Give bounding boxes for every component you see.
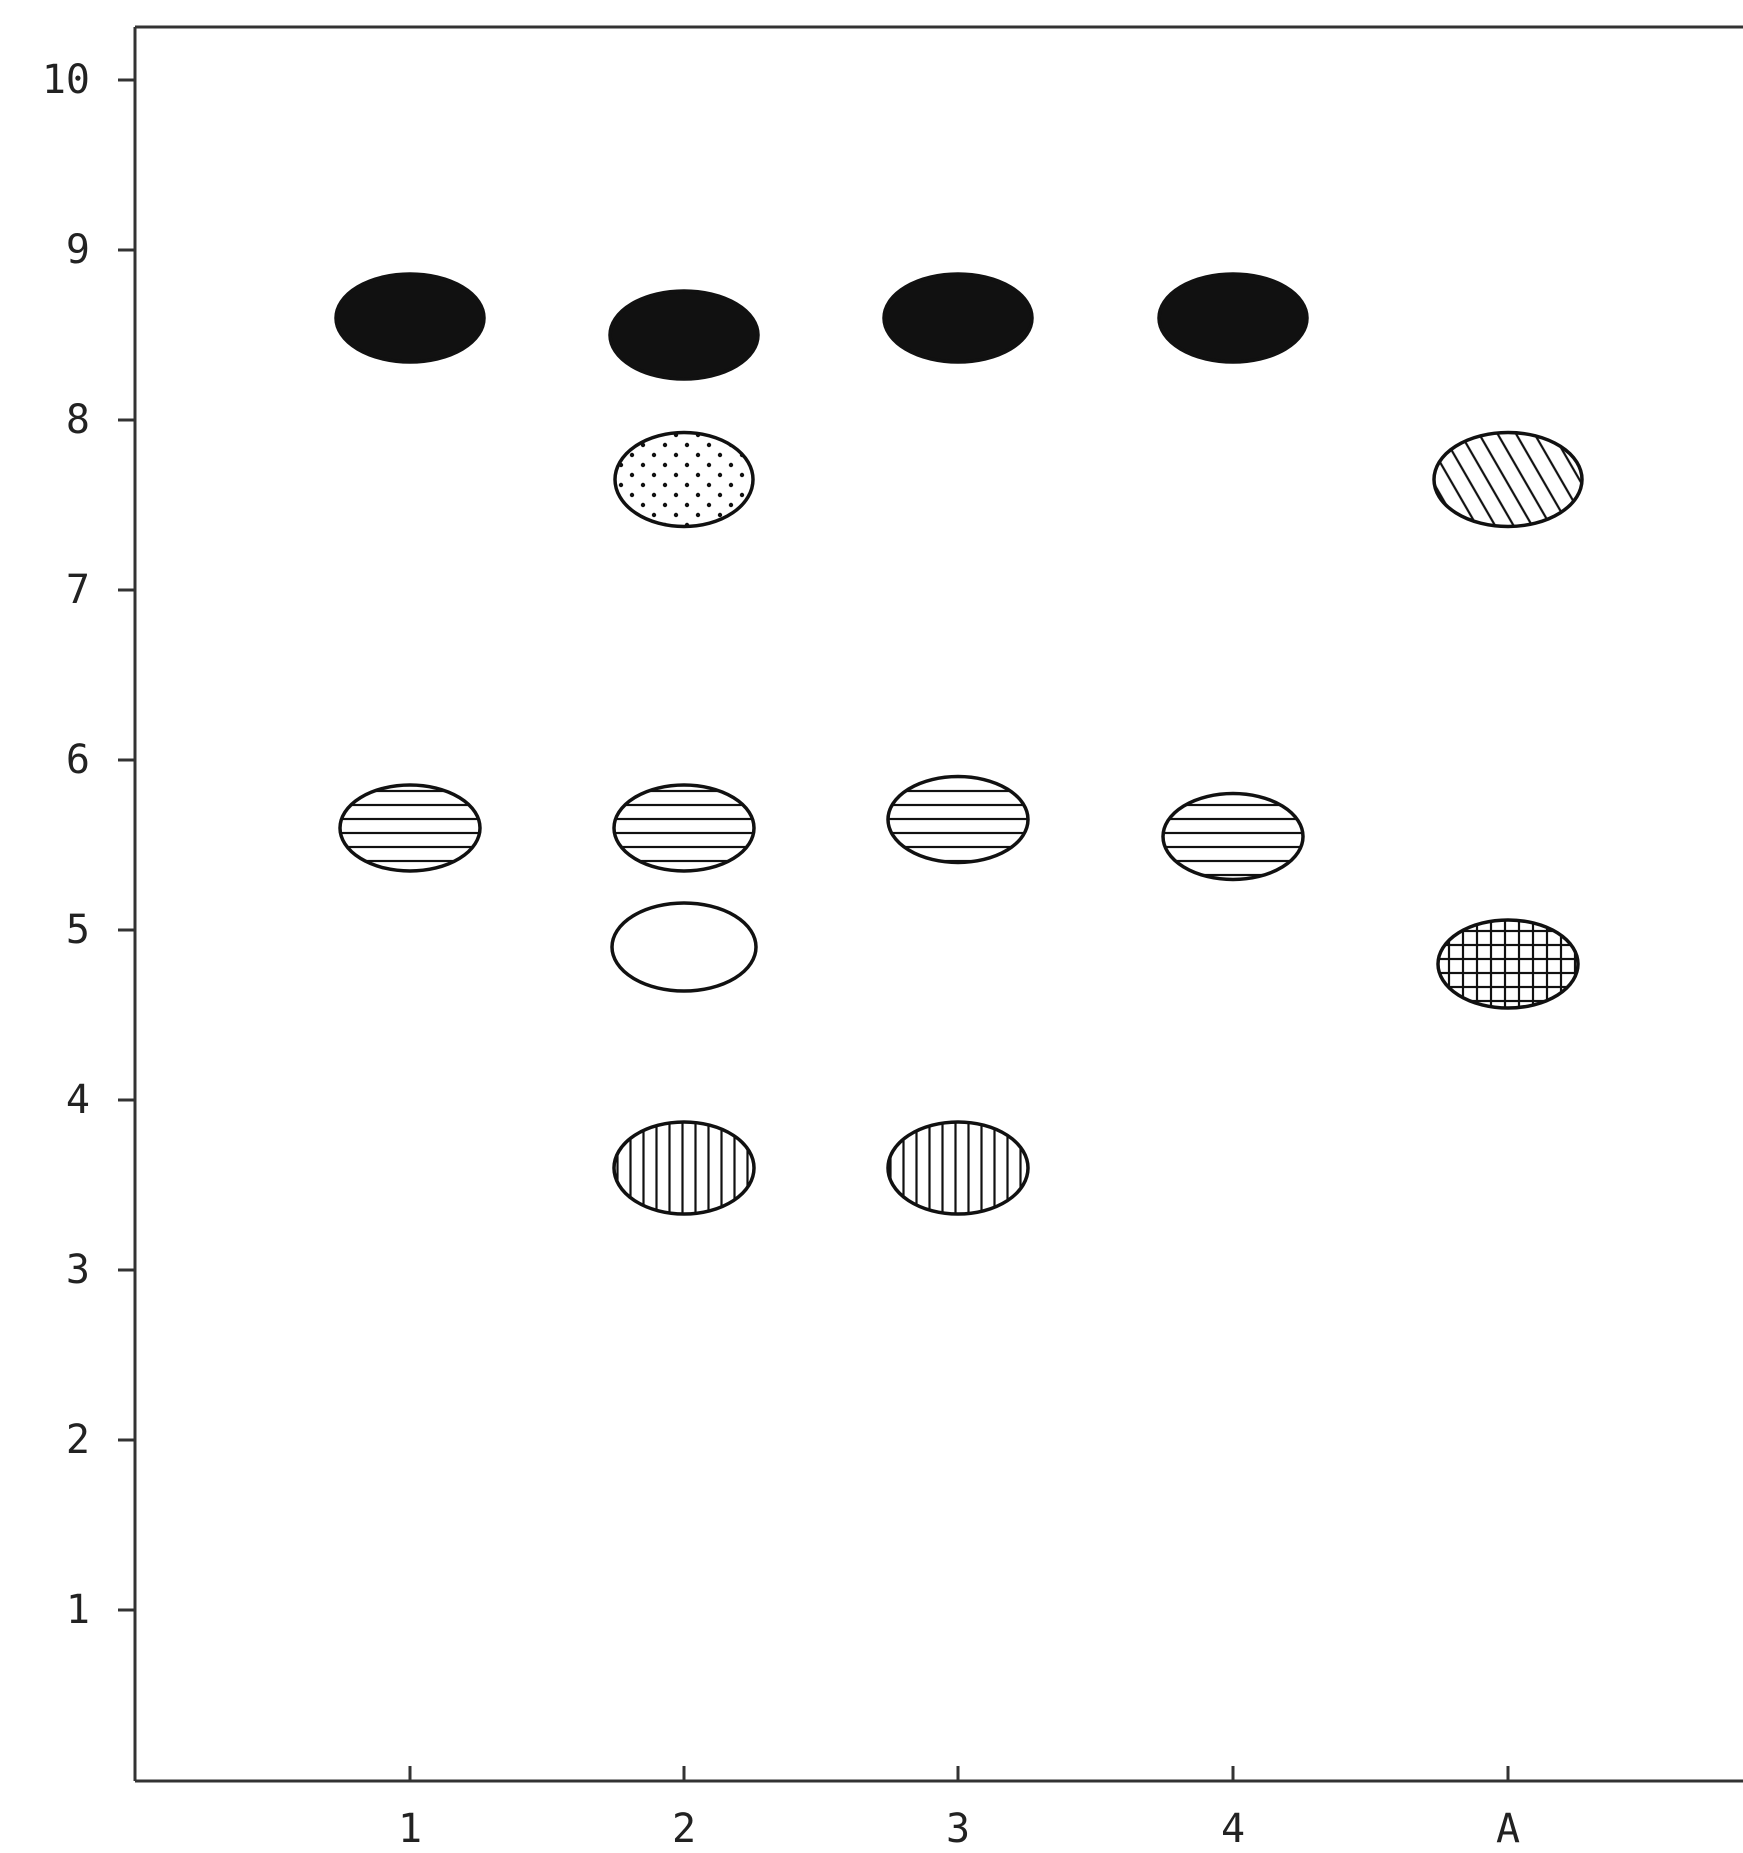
spot-lane-2-open: [610, 901, 758, 993]
y-tick-label: 1: [66, 1587, 90, 1633]
y-tick-label: 6: [66, 737, 90, 783]
y-tick-label: 2: [66, 1417, 90, 1463]
spot-lane-1-horizontal-lines: [338, 783, 482, 873]
spot-lane-4-horizontal-lines: [1161, 791, 1305, 882]
x-tick-label: 2: [672, 1806, 696, 1852]
x-tick-label: A: [1496, 1806, 1520, 1852]
spot-lane-3-horizontal-lines: [886, 774, 1030, 865]
y-tick-label: 7: [66, 567, 90, 613]
y-tick-group: 1 2 3 4 5 6 7 8 9 10: [42, 57, 135, 1633]
y-tick-label: 10: [42, 57, 90, 103]
spot-lane-3-vertical-lines: [886, 1120, 1030, 1216]
x-tick-label: 1: [398, 1806, 422, 1852]
y-tick-label: 9: [66, 227, 90, 273]
y-tick-label: 5: [66, 907, 90, 953]
y-tick-label: 4: [66, 1077, 90, 1123]
spot-lane-2-solid: [608, 289, 760, 381]
x-tick-label: 3: [946, 1806, 970, 1852]
spot-lane-2-vertical-lines: [612, 1120, 756, 1216]
spot-lane-3-solid: [882, 272, 1034, 364]
spot-lane-A-crosshatch: [1436, 918, 1580, 1010]
spot-lane-2-dotted: [613, 430, 755, 529]
spot-lane-2-horizontal-lines: [612, 783, 756, 873]
x-tick-group: 1 2 3 4 A: [398, 1766, 1520, 1852]
spot-lane-1-solid: [334, 272, 486, 364]
spot-lane-A-diagonal-lines: [1432, 430, 1584, 529]
x-tick-label: 4: [1221, 1806, 1245, 1852]
spot-group: [334, 272, 1584, 1216]
plot-frame: [133, 25, 1743, 1783]
y-tick-label: 3: [66, 1247, 90, 1293]
y-tick-label: 8: [66, 397, 90, 443]
spot-lane-4-solid: [1157, 272, 1309, 364]
